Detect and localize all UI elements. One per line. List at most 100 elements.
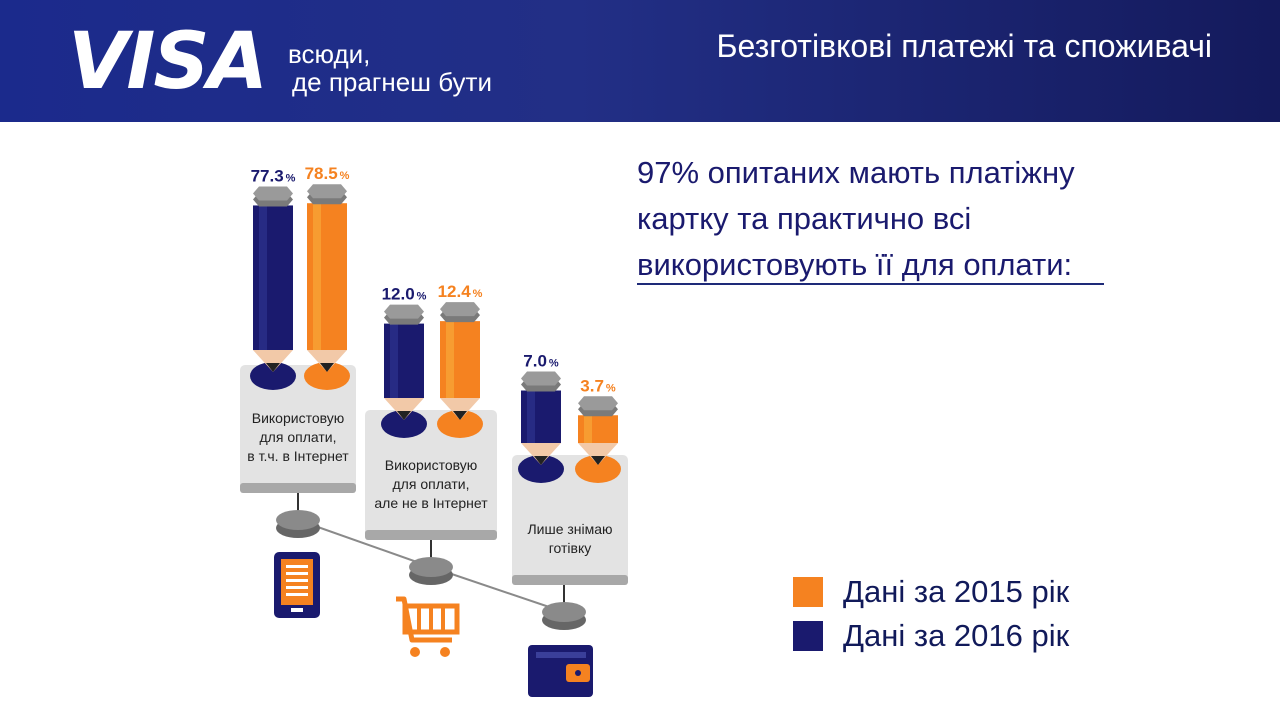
value-label-2015: 78.5% bbox=[305, 164, 350, 183]
pencil-wood bbox=[384, 398, 424, 420]
value-label-2016: 7.0% bbox=[523, 352, 559, 371]
pedestal-top bbox=[276, 510, 320, 530]
pencil-bar-2016: 7.0% bbox=[518, 352, 564, 483]
category-group-2: Використовую для оплати, але не в Інтернет… bbox=[365, 282, 497, 585]
wallet-icon bbox=[528, 645, 593, 697]
category-label-line: для оплати, bbox=[260, 429, 337, 445]
pencil-body-stripe bbox=[584, 415, 592, 443]
pencil-wood bbox=[521, 443, 561, 465]
value-label-unit: % bbox=[473, 288, 483, 300]
value-label-2016: 12.0% bbox=[382, 285, 427, 304]
value-label-2016: 77.3% bbox=[251, 166, 296, 185]
smartphone-screen-line bbox=[286, 586, 308, 589]
category-card-base bbox=[512, 575, 628, 585]
category-label-line: в т.ч. в Інтернет bbox=[247, 448, 349, 464]
header-banner: VISA всюди, де прагнеш бути Безготівкові… bbox=[0, 0, 1280, 122]
pencil-shadow bbox=[575, 455, 621, 483]
pencil-lead bbox=[453, 411, 467, 420]
category-label-line: готівку bbox=[549, 540, 592, 556]
wallet-flap bbox=[536, 652, 586, 658]
category-card-base bbox=[240, 483, 356, 493]
smartphone-button bbox=[291, 608, 303, 612]
pencil-cap-top bbox=[253, 186, 293, 201]
category-label: Використовую для оплати, але не в Інтернет bbox=[374, 457, 488, 511]
pencil-lead bbox=[534, 456, 548, 465]
pencil-bar-2015: 3.7% bbox=[575, 376, 621, 483]
category-label: Використовую для оплати, в т.ч. в Інтернет bbox=[247, 410, 349, 464]
tagline-line-1: всюди, bbox=[288, 39, 371, 69]
pencil-shadow bbox=[304, 362, 350, 390]
shopping-cart-icon bbox=[396, 596, 460, 657]
legend-label-2015: Дані за 2015 рік bbox=[843, 574, 1070, 609]
pencil-body-stripe bbox=[259, 205, 267, 350]
value-label-unit: % bbox=[340, 170, 350, 182]
pencil-body-stripe bbox=[390, 323, 398, 398]
visa-logo: VISA bbox=[68, 17, 268, 107]
category-group-3: Лише знімаю готівку 7.0 % 3.7% bbox=[512, 352, 628, 630]
category-label-line: але не в Інтернет bbox=[374, 495, 488, 511]
category-label-line: Використовую bbox=[252, 410, 345, 426]
value-label-2015: 12.4% bbox=[438, 282, 483, 301]
pencil-bar-2015: 12.4% bbox=[437, 282, 483, 438]
pencil-wood bbox=[307, 350, 347, 372]
category-label-line: Використовую bbox=[385, 457, 478, 473]
headline-text: 97% опитаних мають платіжну картку та пр… bbox=[637, 155, 1075, 282]
pedestal-top bbox=[542, 602, 586, 622]
pencil-wood bbox=[253, 350, 293, 372]
category-card bbox=[240, 365, 356, 493]
pencil-body-stripe bbox=[527, 390, 535, 443]
pencil-lead bbox=[591, 456, 605, 465]
pencil-lead bbox=[397, 411, 411, 420]
category-group-1: Використовую для оплати, в т.ч. в Інтернет… bbox=[240, 164, 356, 538]
smartphone-screen-line bbox=[286, 572, 308, 575]
tagline-line-2: де прагнеш бути bbox=[292, 67, 492, 97]
pencil-wood bbox=[578, 443, 618, 465]
pencil-body-stripe bbox=[446, 321, 454, 398]
pencil-lead bbox=[266, 363, 280, 372]
pencil-cap-top bbox=[384, 304, 424, 319]
pencil-cap-top bbox=[307, 184, 347, 199]
pencil-shadow bbox=[437, 410, 483, 438]
wallet-clasp-dot bbox=[575, 670, 581, 676]
pencil-bar-2015: 78.5% bbox=[304, 164, 350, 390]
legend-item-2015: Дані за 2015 рік bbox=[793, 572, 1069, 612]
value-label-unit: % bbox=[286, 172, 296, 184]
tagline: всюди, де прагнеш бути bbox=[288, 40, 492, 96]
pencil-shadow bbox=[381, 410, 427, 438]
pencil-body-stripe bbox=[313, 203, 321, 350]
category-card-base bbox=[365, 530, 497, 540]
legend: Дані за 2015 рік Дані за 2016 рік bbox=[793, 572, 1069, 660]
category-label-line: Лише знімаю bbox=[527, 521, 612, 537]
category-label-line: для оплати, bbox=[393, 476, 470, 492]
smartphone-screen-line bbox=[286, 565, 308, 568]
pencil-cap-top bbox=[440, 302, 480, 317]
category-label: Лише знімаю готівку bbox=[527, 521, 612, 556]
cart-frame bbox=[396, 596, 452, 643]
smartphone-screen-line bbox=[286, 593, 308, 596]
cart-wheel bbox=[410, 647, 420, 657]
legend-label-2016: Дані за 2016 рік bbox=[843, 618, 1070, 653]
pencil-cap-top bbox=[578, 396, 618, 411]
smartphone-screen-line bbox=[286, 579, 308, 582]
pencil-shadow bbox=[518, 455, 564, 483]
pencil-bar-2016: 77.3% bbox=[250, 166, 296, 390]
pencil-wood bbox=[440, 398, 480, 420]
category-card bbox=[365, 410, 497, 540]
pedestal-top bbox=[409, 557, 453, 577]
value-label-unit: % bbox=[417, 291, 427, 303]
value-label-unit: % bbox=[606, 382, 616, 394]
pencil-cap-top bbox=[521, 371, 561, 386]
pencil-shadow bbox=[250, 362, 296, 390]
pencil-lead bbox=[320, 363, 334, 372]
value-label-2015: 3.7% bbox=[580, 376, 616, 395]
smartphone-icon bbox=[274, 552, 320, 618]
legend-swatch-2016 bbox=[793, 621, 823, 651]
page-title: Безготівкові платежі та споживачі bbox=[716, 28, 1212, 64]
legend-item-2016: Дані за 2016 рік bbox=[793, 616, 1069, 656]
headline-divider bbox=[637, 283, 1104, 285]
category-card bbox=[512, 455, 628, 585]
pencil-bar-2016: 12.0% bbox=[381, 285, 427, 438]
legend-swatch-2015 bbox=[793, 577, 823, 607]
value-label-unit: % bbox=[549, 358, 559, 370]
